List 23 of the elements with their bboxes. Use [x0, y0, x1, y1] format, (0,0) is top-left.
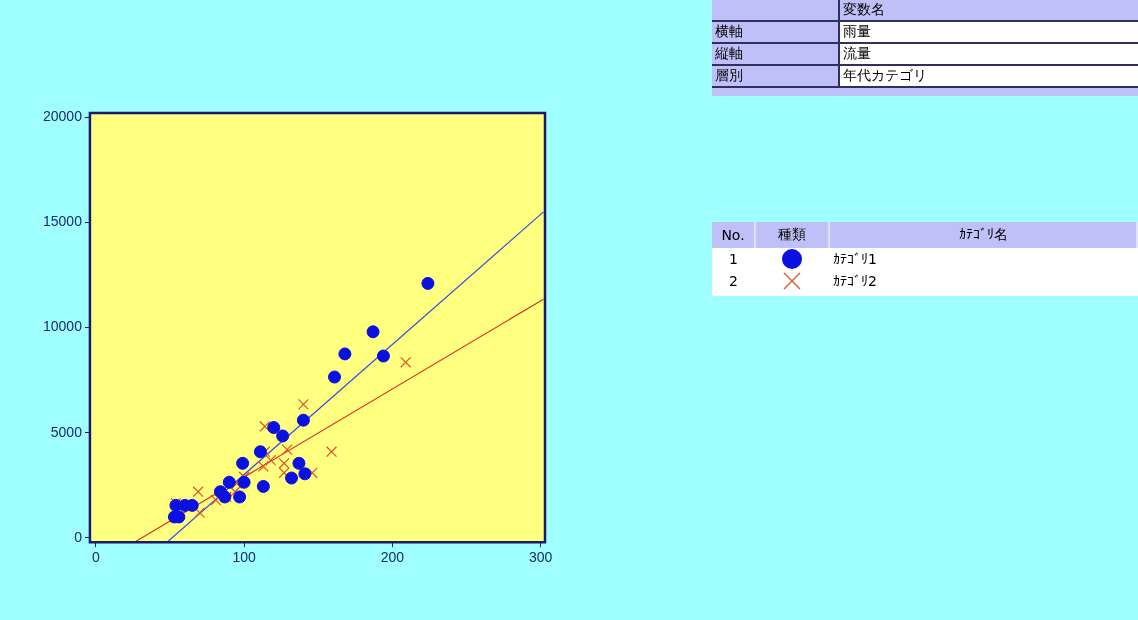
y-tick-label: 0 — [74, 528, 83, 545]
text: 雨量 — [839, 21, 1138, 43]
y-tick-label: 20000 — [42, 108, 83, 125]
text: 種類 — [755, 222, 829, 248]
y-tick-label: 5000 — [50, 423, 83, 440]
legend-label: ｶﾃｺﾞﾘ1 — [832, 250, 878, 269]
y-tick-label: 15000 — [42, 213, 83, 230]
text: 年代カテゴリ — [839, 65, 1138, 87]
x-tick-label: 300 — [528, 549, 553, 566]
text: 変数名 — [839, 0, 1138, 21]
legend-label: ｶﾃｺﾞﾘ2 — [832, 272, 878, 291]
text: No. — [712, 222, 755, 248]
text: 1 — [728, 250, 739, 269]
legend-title: ｶﾃｺﾞﾘ名 — [829, 222, 1137, 248]
text: 層別 — [712, 65, 839, 87]
x-tick-label: 0 — [91, 549, 100, 566]
text: 流量 — [839, 43, 1138, 65]
x-tick-label: 100 — [232, 549, 256, 566]
text: 2 — [728, 272, 739, 291]
x-tick-label: 200 — [380, 549, 405, 566]
text: 縦軸 — [712, 43, 839, 65]
text: 横軸 — [712, 21, 839, 43]
y-tick-label: 10000 — [42, 318, 83, 335]
